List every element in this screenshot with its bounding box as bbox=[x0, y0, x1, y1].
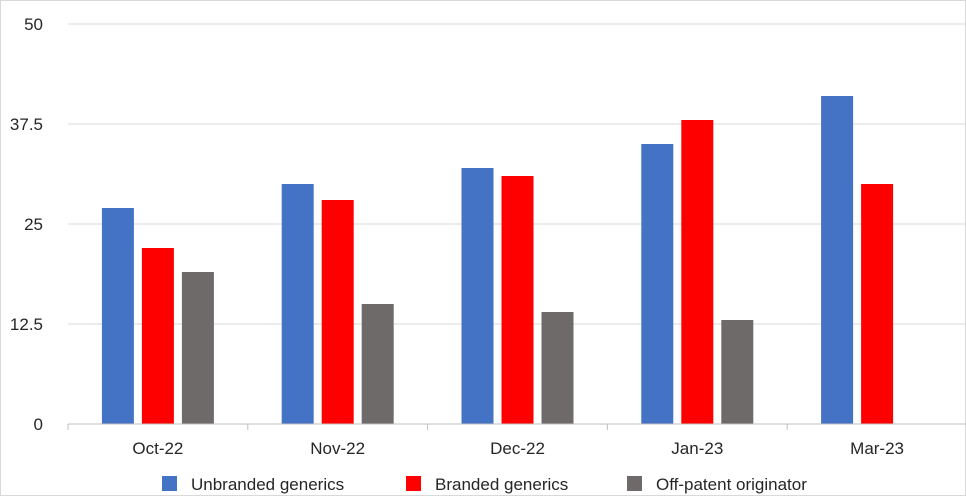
bar-unbranded-generics-dec-22 bbox=[461, 168, 494, 424]
legend-swatch bbox=[162, 476, 177, 491]
x-tick-label: Jan-23 bbox=[671, 439, 723, 458]
y-tick-label: 12.5 bbox=[10, 315, 43, 334]
x-tick-label: Mar-23 bbox=[850, 439, 904, 458]
legend-swatch bbox=[627, 476, 642, 491]
bar-unbranded-generics-jan-23 bbox=[641, 144, 674, 424]
y-tick-label: 25 bbox=[24, 215, 43, 234]
bar-branded-generics-mar-23 bbox=[861, 184, 894, 424]
legend-label: Off-patent originator bbox=[656, 475, 807, 494]
bar-branded-generics-jan-23 bbox=[681, 120, 714, 424]
bar-off-patent-originator-jan-23 bbox=[721, 320, 754, 424]
legend: Unbranded generics Branded generics Off-pa… bbox=[162, 475, 807, 494]
bar-off-patent-originator-oct-22 bbox=[181, 272, 214, 424]
x-tick-label: Dec-22 bbox=[490, 439, 545, 458]
bar-off-patent-originator-nov-22 bbox=[361, 304, 394, 424]
y-tick-label: 37.5 bbox=[10, 115, 43, 134]
bar-unbranded-generics-oct-22 bbox=[101, 208, 134, 424]
legend-label: Branded generics bbox=[435, 475, 568, 494]
bar-branded-generics-dec-22 bbox=[501, 176, 534, 424]
legend-swatch bbox=[406, 476, 421, 491]
bar-branded-generics-nov-22 bbox=[321, 200, 354, 424]
legend-label: Unbranded generics bbox=[191, 475, 344, 494]
x-tick-label: Nov-22 bbox=[310, 439, 365, 458]
x-tick-label: Oct-22 bbox=[132, 439, 183, 458]
y-tick-label: 50 bbox=[24, 15, 43, 34]
bar-branded-generics-oct-22 bbox=[141, 248, 174, 424]
bar-unbranded-generics-nov-22 bbox=[281, 184, 314, 424]
bar-off-patent-originator-dec-22 bbox=[541, 312, 574, 424]
axes: 0 12.5 25 37.5 50 Oct-22 Nov-22 Dec-22 Jan-23 Mar… bbox=[10, 15, 966, 458]
bars bbox=[101, 96, 894, 424]
bar-unbranded-generics-mar-23 bbox=[821, 96, 854, 424]
y-tick-label: 0 bbox=[34, 415, 43, 434]
